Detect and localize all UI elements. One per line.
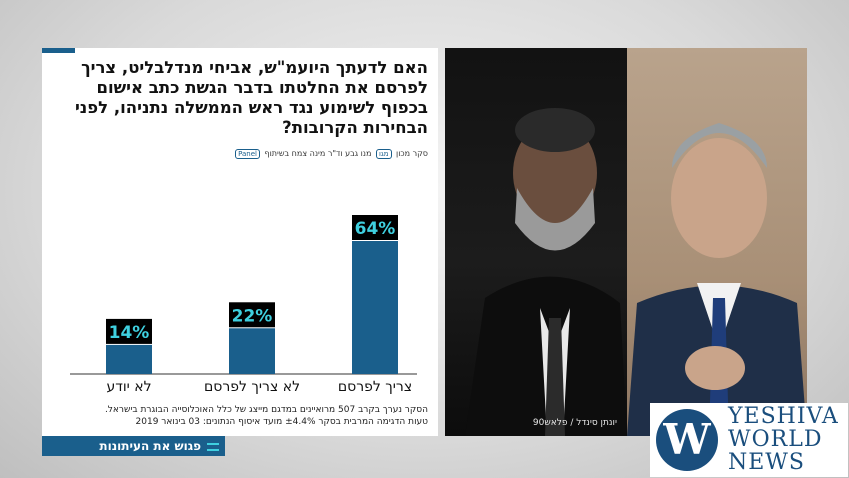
ywn-line-1: YESHIVA — [728, 404, 839, 429]
ywn-watermark: W YESHIVA WORLD NEWS — [650, 403, 848, 477]
value-label-bg-1 — [106, 318, 152, 344]
equals-icon — [207, 442, 219, 451]
chart-panel: האם לדעתך היועמ"ש, אביחי מנדלבליט, צריך … — [42, 48, 438, 436]
value-label-1: 14% — [109, 323, 150, 343]
category-label-1: לא יודע — [106, 379, 151, 395]
bar-3 — [352, 241, 398, 374]
value-label-3: 64% — [355, 219, 396, 239]
ywn-logo-text: YESHIVA WORLD NEWS — [728, 405, 839, 474]
panel-accent — [42, 48, 75, 53]
ywn-line-2: WORLD — [728, 427, 823, 452]
survey-credit: סקר מכון מגו מנו גבע וד"ר מינה צמח בשיתו… — [233, 149, 428, 159]
ywn-logo-circle — [656, 409, 718, 471]
bar-chart: 14% לא יודע 22% לא צריך לפרסם 64% צריך לפרסם — [70, 215, 417, 395]
ywn-logo-glyph: W — [663, 415, 711, 464]
bar-2 — [229, 328, 275, 374]
credit-prefix: סקר מכון — [396, 149, 428, 158]
photo-left: יונתן סינדל / פלאש90 — [445, 48, 627, 436]
portrait-left-illustration — [465, 108, 627, 436]
footnote-line-1: הסקר נערך בקרב 507 מרואיינים במדגם מייצג… — [104, 405, 428, 415]
value-label-bg-2 — [229, 302, 275, 328]
footnote-line-2: טעות הדגימה המרבית בסקר ±4.4% מועד איסוף… — [135, 417, 428, 427]
value-label-bg-3 — [352, 215, 398, 240]
survey-footnote: הסקר נערך בקרב 507 מרואיינים במדגם מייצג… — [48, 404, 428, 428]
category-label-3: צריך לפרסם — [338, 379, 412, 395]
show-name: פגוש את העיתונות — [99, 439, 201, 453]
portrait-right-illustration — [627, 123, 807, 436]
show-brand-bar: פגוש את העיתונות — [42, 436, 225, 456]
panel-logo: Panel — [235, 149, 260, 159]
ywn-line-3: NEWS — [728, 450, 805, 475]
photo-right — [627, 48, 807, 436]
bar-1 — [106, 344, 152, 374]
survey-question: האם לדעתך היועמ"ש, אביחי מנדלבליט, צריך … — [74, 58, 428, 137]
photo-caption: יונתן סינדל / פלאש90 — [532, 418, 617, 428]
value-label-2: 22% — [232, 306, 273, 326]
credit-middle: מנו גבע וד"ר מינה צמח בשיתוף — [264, 149, 372, 158]
institute-logo: מגו — [375, 149, 392, 159]
category-label-2: לא צריך לפרסם — [204, 379, 300, 395]
